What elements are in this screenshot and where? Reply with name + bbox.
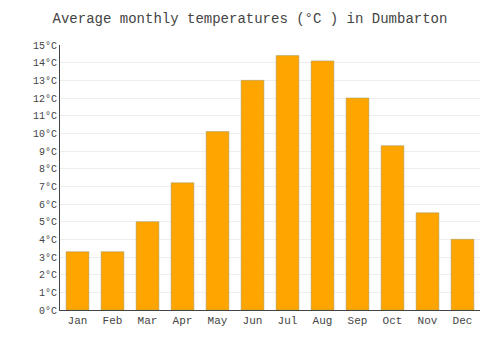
svg-text:Oct: Oct <box>383 315 403 327</box>
svg-text:13°C: 13°C <box>33 76 57 87</box>
svg-text:Apr: Apr <box>173 315 193 327</box>
svg-text:Mar: Mar <box>138 315 158 327</box>
svg-text:11°C: 11°C <box>33 111 57 122</box>
svg-text:6°C: 6°C <box>39 200 57 211</box>
svg-text:15°C: 15°C <box>33 41 57 52</box>
svg-text:May: May <box>208 315 228 327</box>
svg-text:4°C: 4°C <box>39 235 57 246</box>
svg-text:0°C: 0°C <box>39 306 57 317</box>
svg-text:1°C: 1°C <box>39 288 57 299</box>
svg-text:Jun: Jun <box>243 315 263 327</box>
svg-text:Nov: Nov <box>418 315 438 327</box>
svg-text:9°C: 9°C <box>39 147 57 158</box>
svg-text:8°C: 8°C <box>39 164 57 175</box>
svg-text:12°C: 12°C <box>33 94 57 105</box>
svg-text:5°C: 5°C <box>39 217 57 228</box>
svg-text:Feb: Feb <box>103 315 123 327</box>
svg-text:Average monthly temperatures (: Average monthly temperatures (°C ) in Du… <box>53 11 448 27</box>
svg-text:Jul: Jul <box>278 315 298 327</box>
svg-text:Dec: Dec <box>453 315 473 327</box>
svg-text:14°C: 14°C <box>33 58 57 69</box>
svg-text:3°C: 3°C <box>39 253 57 264</box>
svg-text:7°C: 7°C <box>39 182 57 193</box>
svg-text:2°C: 2°C <box>39 270 57 281</box>
svg-text:10°C: 10°C <box>33 129 57 140</box>
svg-text:Jan: Jan <box>68 315 88 327</box>
svg-text:Aug: Aug <box>313 315 333 327</box>
svg-text:Sep: Sep <box>348 315 368 327</box>
